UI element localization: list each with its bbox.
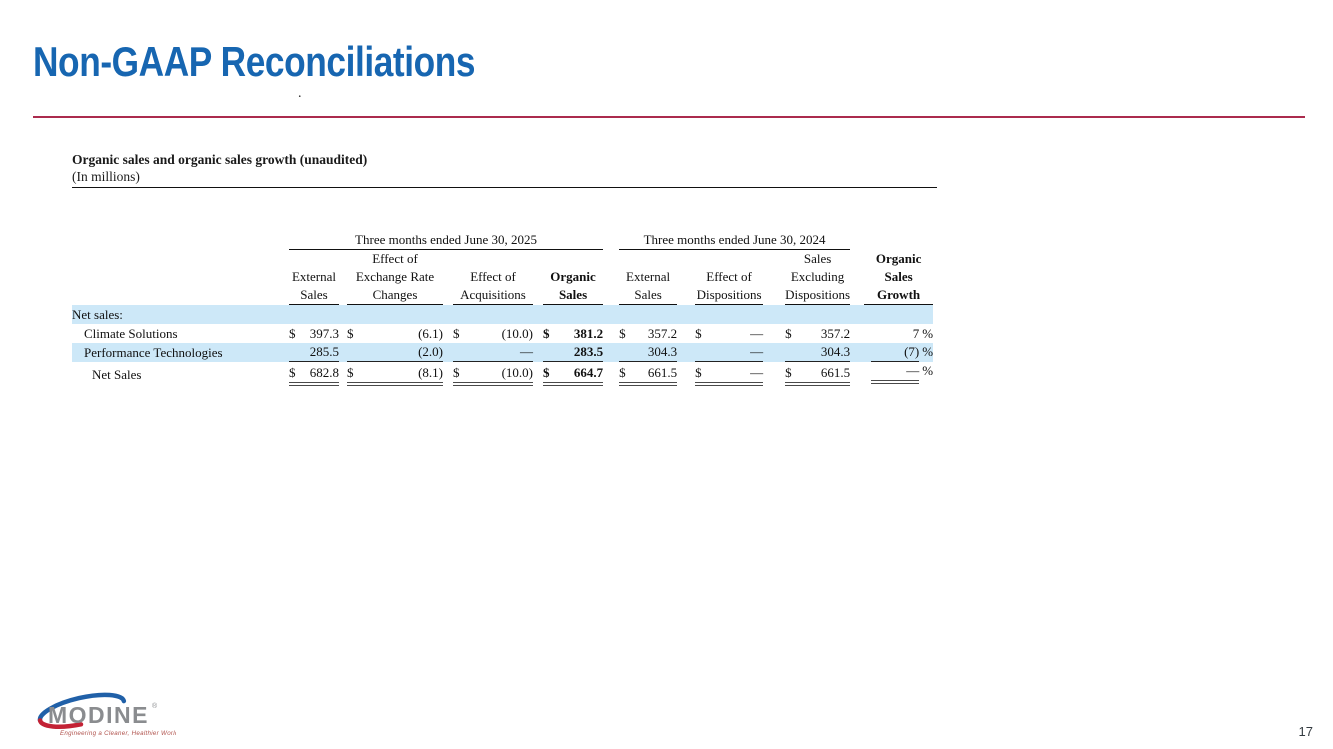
table-spacer [72, 250, 289, 305]
cell-external-sales-2025: 285.5 [289, 342, 339, 362]
col-header-external-sales-2024: External Sales [619, 249, 678, 305]
table-spacer [289, 305, 933, 324]
modine-logo: MODINE ® Engineering a Cleaner, Healthie… [26, 690, 179, 742]
table-spacer [443, 324, 453, 343]
cell-exchange-rate: $ (6.1) [347, 325, 443, 341]
table-subheading: (In millions) [72, 169, 140, 184]
cell-external-sales-2025: $397.3 [289, 325, 339, 341]
table-row-net-sales-total: Net Sales $682.8 $ (8.1) $ (10.0) $664.7 $… [72, 361, 933, 386]
table-spacer [850, 250, 864, 305]
logo-swoosh-blue [37, 692, 127, 723]
table-spacer [850, 343, 864, 362]
table-spacer [443, 343, 453, 362]
logo-swoosh-red [37, 718, 84, 729]
table-spacer [677, 343, 695, 362]
table-spacer [533, 343, 543, 362]
table-spacer [603, 250, 619, 305]
table-row-net-sales-section: Net sales: [72, 304, 934, 324]
cell-acquisitions: — [453, 342, 533, 362]
cell-organic-sales: $664.7 [543, 361, 604, 386]
logo-tagline: Engineering a Cleaner, Healthier World [60, 730, 176, 737]
page-title: Non-GAAP Reconciliations [33, 38, 476, 85]
table-heading: Organic sales and organic sales growth (… [72, 152, 368, 167]
cell-exchange-rate: (2.0) [347, 342, 443, 362]
table-spacer [850, 324, 864, 343]
organic-sales-table: Three months ended June 30, 2025 Three m… [72, 231, 934, 386]
cell-organic-sales-growth: —% [864, 362, 933, 384]
table-row-climate-solutions: Climate Solutions $397.3 $ (6.1) $ (10.0) … [72, 324, 933, 343]
table-column-header-row: External Sales Effect of Exchange Rate C… [72, 249, 934, 305]
table-spacer [763, 250, 785, 305]
table-top-rule [72, 187, 937, 188]
logo-registered-mark: ® [152, 702, 158, 710]
cell-external-sales-2024: $357.2 [619, 325, 678, 341]
table-spacer [339, 362, 347, 384]
col-header-dispositions: Effect of Dispositions [695, 249, 764, 305]
table-spacer [850, 231, 864, 250]
cell-organic-sales: $381.2 [543, 325, 604, 341]
col-header-organic-sales: Organic Sales [543, 249, 604, 305]
table-spacer [533, 362, 543, 384]
col-header-organic-sales-growth: Organic Sales Growth [864, 249, 934, 305]
cell-organic-sales-growth: 7% [912, 325, 934, 341]
row-label: Performance Technologies [84, 344, 223, 360]
table-spacer [443, 250, 453, 305]
cell-sales-excluding-dispositions: 304.3 [785, 342, 851, 362]
modine-logo-graphic: MODINE ® Engineering a Cleaner, Healthie… [37, 692, 179, 737]
cell-acquisitions: $ (10.0) [453, 325, 533, 341]
table-spacer [603, 324, 619, 343]
table-spacer [677, 362, 695, 384]
cell-external-sales-2025: $682.8 [289, 361, 339, 386]
table-spacer [72, 231, 289, 250]
table-group-header-row: Three months ended June 30, 2025 Three m… [72, 231, 933, 250]
row-label: Climate Solutions [84, 325, 178, 341]
table-spacer [677, 324, 695, 343]
cell-exchange-rate: $ (8.1) [347, 361, 443, 386]
cell-acquisitions: $ (10.0) [453, 361, 533, 386]
group-header-2025: Three months ended June 30, 2025 [289, 231, 604, 250]
table-spacer [443, 362, 453, 384]
table-spacer [763, 343, 785, 362]
col-header-exchange-rate: Effect of Exchange Rate Changes [347, 249, 443, 305]
table-spacer [677, 250, 695, 305]
table-spacer [763, 324, 785, 343]
table-row-performance-technologies: Performance Technologies 285.5 (2.0) — 2… [72, 342, 934, 362]
cell-external-sales-2024: $661.5 [619, 361, 678, 386]
cell-dispositions: $ — [695, 361, 764, 386]
table-spacer [603, 343, 619, 362]
row-label: Net sales: [72, 306, 123, 322]
cell-sales-excluding-dispositions: $661.5 [785, 361, 851, 386]
table-spacer [603, 362, 619, 384]
logo-wordmark: MODINE [48, 702, 149, 728]
table-spacer [339, 324, 347, 343]
cell-dispositions: $ — [695, 325, 764, 341]
cell-external-sales-2024: 304.3 [619, 342, 678, 362]
cell-sales-excluding-dispositions: $357.2 [785, 325, 851, 341]
row-label: Net Sales [92, 366, 142, 382]
table-spacer [339, 250, 347, 305]
col-header-acquisitions: Effect of Acquisitions [453, 249, 533, 305]
table-spacer [763, 362, 785, 384]
col-header-external-sales-2025: External Sales [289, 249, 339, 305]
table-spacer [864, 231, 933, 250]
cell-dispositions: — [695, 342, 764, 362]
stray-dot: . [298, 86, 302, 101]
table-spacer [603, 231, 619, 250]
page-number: 17 [1298, 724, 1313, 739]
table-spacer [533, 250, 543, 305]
table-spacer [850, 362, 864, 384]
col-header-sales-excluding-dispositions: Sales Excluding Dispositions [785, 249, 851, 305]
cell-organic-sales: 283.5 [543, 342, 604, 362]
table-spacer [339, 343, 347, 362]
group-header-2024: Three months ended June 30, 2024 [619, 231, 851, 250]
cell-organic-sales-growth: (7)% [864, 343, 933, 362]
title-divider-rule [33, 116, 1305, 118]
table-spacer [533, 324, 543, 343]
